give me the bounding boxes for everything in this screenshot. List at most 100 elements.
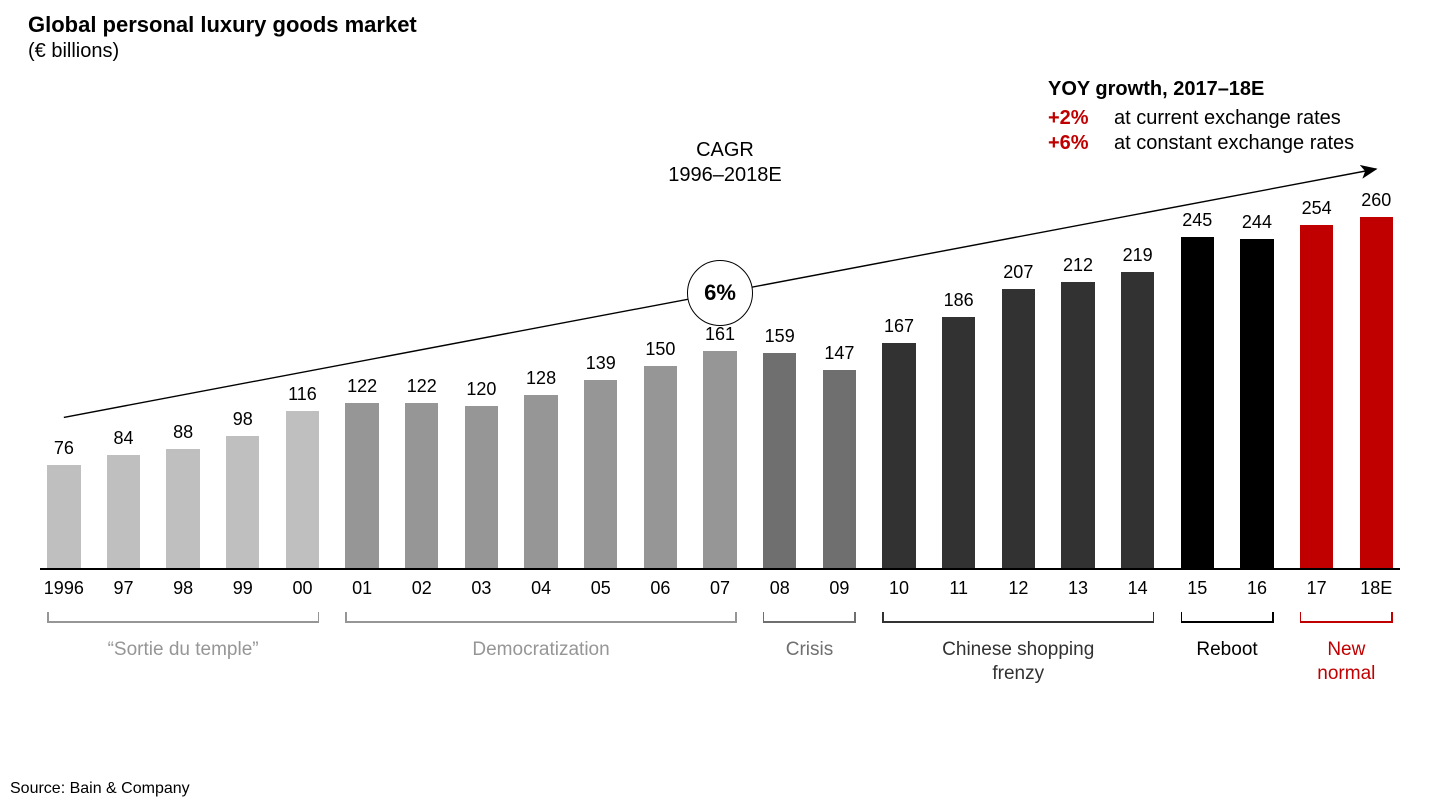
cagr-label: CAGR 1996–2018E: [625, 138, 825, 188]
era: Crisis: [763, 612, 856, 662]
yoy-row: +6%at constant exchange rates: [1048, 132, 1408, 155]
bar-value-label: 98: [233, 409, 253, 430]
bar-slot: 14709: [816, 343, 864, 568]
bar-value-label: 161: [705, 324, 735, 345]
bar: [1360, 217, 1393, 568]
era-bracket: [1181, 612, 1274, 630]
bar-value-label: 260: [1361, 190, 1391, 211]
chart-subtitle: (€ billions): [28, 40, 119, 63]
bar-x-label: 02: [412, 578, 432, 599]
bar-x-label: 03: [471, 578, 491, 599]
bar-x-label: 16: [1247, 578, 1267, 599]
bar: [644, 366, 677, 569]
bar-x-label: 18E: [1360, 578, 1392, 599]
era: Newnormal: [1300, 612, 1393, 686]
yoy-pct: +2%: [1048, 107, 1104, 130]
bar-value-label: 159: [765, 326, 795, 347]
bar-slot: 24515: [1173, 210, 1221, 568]
bar-value-label: 120: [466, 379, 496, 400]
bar-value-label: 76: [54, 438, 74, 459]
era-label: Democratization: [345, 638, 736, 662]
bar-value-label: 84: [113, 428, 133, 449]
bar-x-label: 08: [770, 578, 790, 599]
era: Democratization: [345, 612, 736, 662]
bar-slot: 761996: [40, 438, 88, 568]
bar: [1002, 289, 1035, 568]
bar-x-label: 14: [1128, 578, 1148, 599]
bar-slot: 8898: [159, 422, 207, 568]
bar-value-label: 254: [1302, 198, 1332, 219]
bar-value-label: 186: [944, 290, 974, 311]
bar-slot: 16107: [696, 324, 744, 568]
bar-slot: 8497: [100, 428, 148, 568]
bar-x-label: 17: [1307, 578, 1327, 599]
chart-container: Global personal luxury goods market (€ b…: [0, 0, 1440, 810]
bar-value-label: 139: [586, 353, 616, 374]
bar-x-label: 09: [829, 578, 849, 599]
bar-x-label: 1996: [44, 578, 84, 599]
bar-slot: 25417: [1293, 198, 1341, 568]
bar-slot: 21914: [1114, 245, 1162, 568]
bar: [703, 351, 736, 568]
cagr-line1: CAGR: [696, 139, 754, 161]
bar-slot: 21213: [1054, 255, 1102, 568]
bar-slot: 9899: [219, 409, 267, 568]
x-axis-line: [40, 568, 1400, 570]
source-label: Source: Bain & Company: [10, 780, 190, 798]
era: Reboot: [1181, 612, 1274, 662]
cagr-line2: 1996–2018E: [668, 164, 781, 186]
bar-value-label: 244: [1242, 212, 1272, 233]
bar-value-label: 219: [1123, 245, 1153, 266]
bar: [823, 370, 856, 568]
era-label: Reboot: [1181, 638, 1274, 662]
yoy-callout: YOY growth, 2017–18E +2% at current excha…: [1048, 78, 1408, 157]
bar-slot: 24416: [1233, 212, 1281, 568]
bar: [226, 436, 259, 568]
bar: [524, 395, 557, 568]
bar: [107, 455, 140, 568]
bar: [47, 465, 80, 568]
bar-value-label: 167: [884, 316, 914, 337]
bar: [882, 343, 915, 568]
bar-x-label: 07: [710, 578, 730, 599]
bar-slot: 13905: [577, 353, 625, 568]
bar: [763, 353, 796, 568]
era-bracket: [1300, 612, 1393, 630]
bar-x-label: 99: [233, 578, 253, 599]
bar-slot: 26018E: [1352, 190, 1400, 568]
bar-x-label: 00: [292, 578, 312, 599]
bar: [345, 403, 378, 568]
bar-value-label: 150: [645, 339, 675, 360]
era-bracket: [882, 612, 1154, 630]
bar-x-label: 10: [889, 578, 909, 599]
yoy-desc: at current exchange rates: [1114, 107, 1341, 130]
bar-slot: 18611: [935, 290, 983, 568]
bar-value-label: 147: [824, 343, 854, 364]
bar: [942, 317, 975, 568]
bar-value-label: 116: [288, 384, 317, 405]
era-label: Chinese shoppingfrenzy: [882, 638, 1154, 686]
bar-x-label: 01: [352, 578, 372, 599]
bar-chart: 7619968497889898991160012201122021200312…: [40, 190, 1400, 570]
bar-value-label: 207: [1003, 262, 1033, 283]
bar-slot: 16710: [875, 316, 923, 568]
era-bracket: [763, 612, 856, 630]
era-label: Newnormal: [1300, 638, 1393, 686]
era: Chinese shoppingfrenzy: [882, 612, 1154, 686]
bar-x-label: 97: [113, 578, 133, 599]
bar-slot: 20712: [995, 262, 1043, 568]
bar-x-label: 13: [1068, 578, 1088, 599]
era-label: “Sortie du temple”: [47, 638, 319, 662]
bar: [465, 406, 498, 568]
bar-slot: 12804: [517, 368, 565, 568]
bar: [166, 449, 199, 568]
yoy-row: +2% at current exchange rates: [1048, 107, 1408, 130]
bar-slot: 15006: [637, 339, 685, 569]
bar-x-label: 04: [531, 578, 551, 599]
yoy-title: YOY growth, 2017–18E: [1048, 78, 1408, 101]
bar: [1181, 237, 1214, 568]
bar: [405, 403, 438, 568]
bar-x-label: 06: [650, 578, 670, 599]
bar-x-label: 05: [591, 578, 611, 599]
yoy-desc: at constant exchange rates: [1114, 132, 1354, 155]
